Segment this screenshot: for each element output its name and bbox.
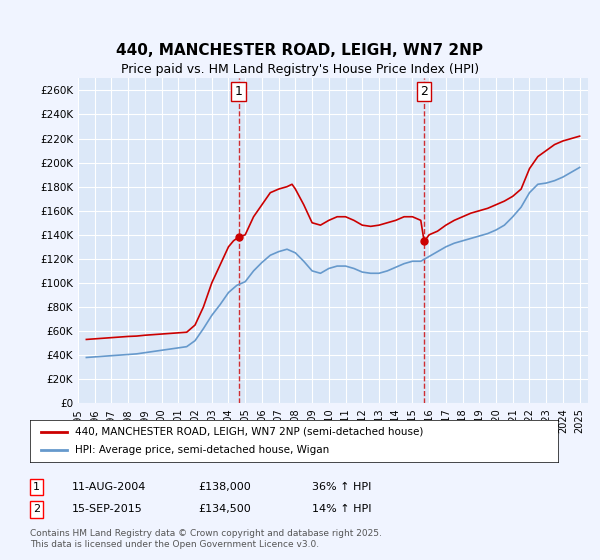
Text: Contains HM Land Registry data © Crown copyright and database right 2025.
This d: Contains HM Land Registry data © Crown c… (30, 529, 382, 549)
Text: £138,000: £138,000 (198, 482, 251, 492)
Text: HPI: Average price, semi-detached house, Wigan: HPI: Average price, semi-detached house,… (75, 445, 329, 455)
Text: 440, MANCHESTER ROAD, LEIGH, WN7 2NP: 440, MANCHESTER ROAD, LEIGH, WN7 2NP (116, 43, 484, 58)
Text: 2: 2 (33, 505, 40, 515)
Text: 14% ↑ HPI: 14% ↑ HPI (312, 505, 371, 515)
Text: 15-SEP-2015: 15-SEP-2015 (72, 505, 143, 515)
Text: 440, MANCHESTER ROAD, LEIGH, WN7 2NP (semi-detached house): 440, MANCHESTER ROAD, LEIGH, WN7 2NP (se… (75, 427, 423, 437)
Text: 11-AUG-2004: 11-AUG-2004 (72, 482, 146, 492)
Text: Price paid vs. HM Land Registry's House Price Index (HPI): Price paid vs. HM Land Registry's House … (121, 63, 479, 77)
Text: 1: 1 (33, 482, 40, 492)
Text: 1: 1 (235, 85, 242, 98)
Text: 36% ↑ HPI: 36% ↑ HPI (312, 482, 371, 492)
Text: 2: 2 (420, 85, 428, 98)
Text: £134,500: £134,500 (198, 505, 251, 515)
